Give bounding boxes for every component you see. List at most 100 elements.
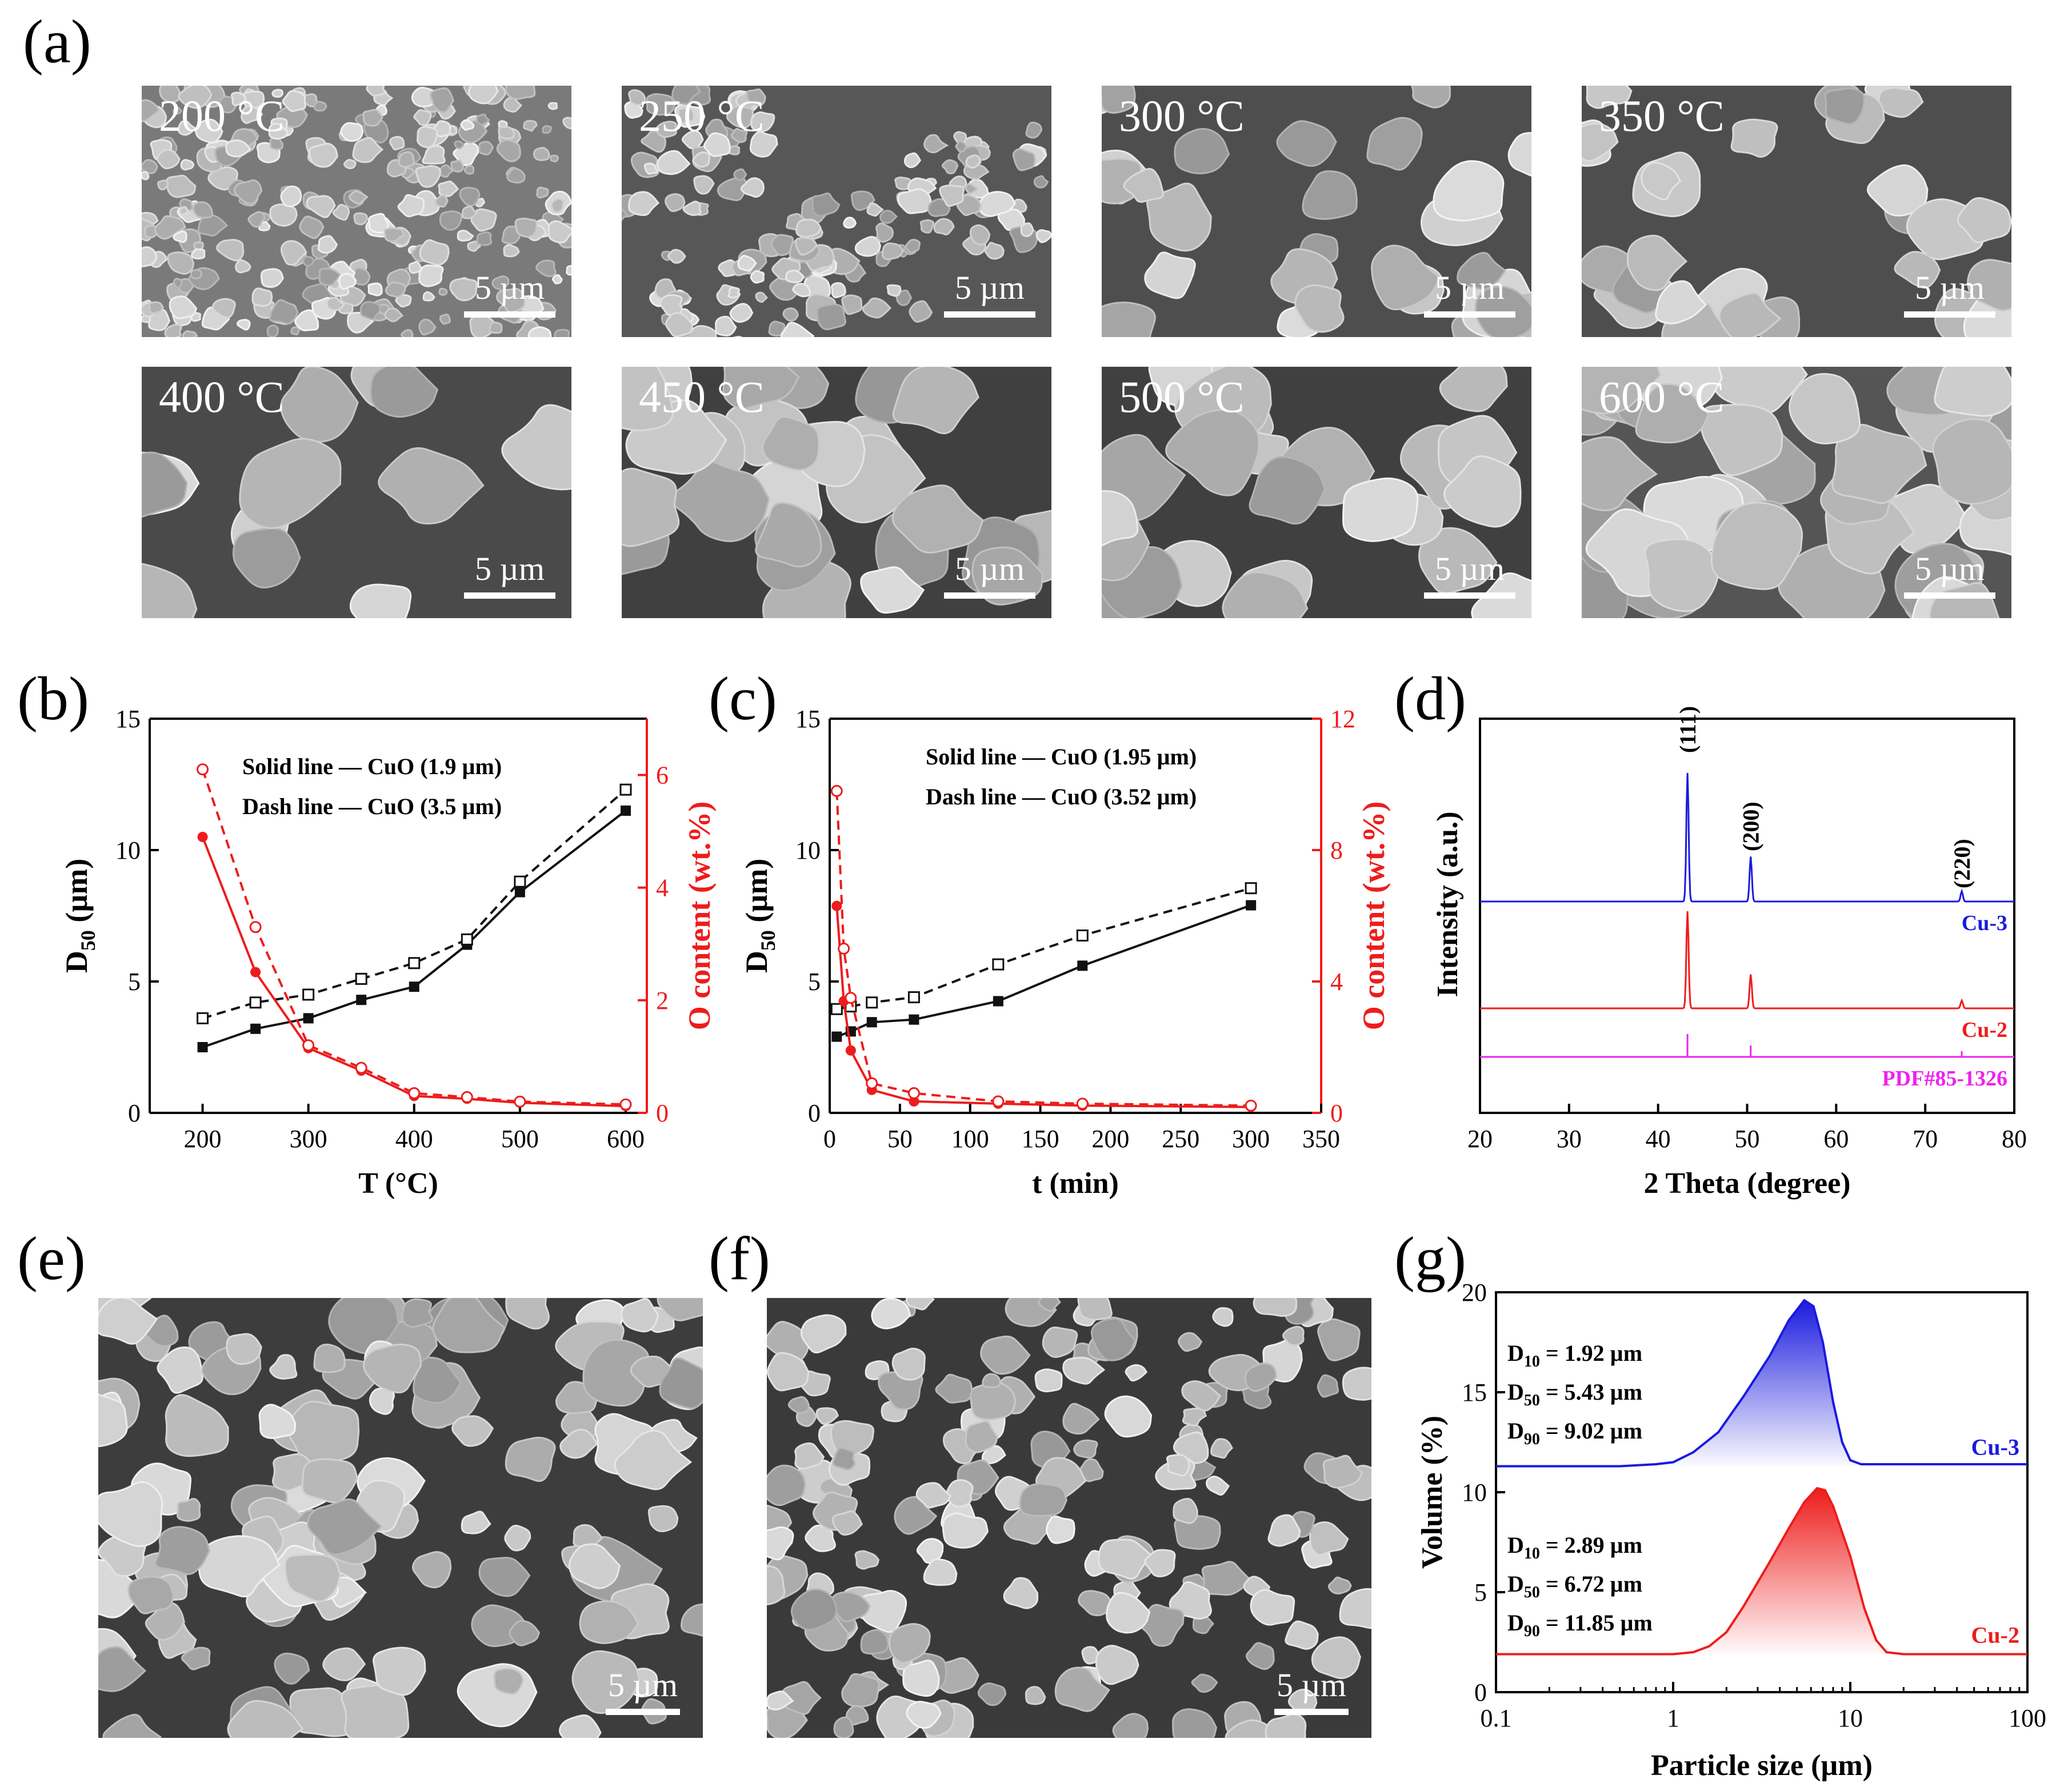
particle	[1655, 280, 1707, 324]
y-right-tick-label: 6	[656, 762, 669, 790]
particle	[795, 237, 818, 256]
particle	[767, 1690, 794, 1711]
particle	[1699, 403, 1783, 476]
stat-value: = 1.92 µm	[1540, 1340, 1642, 1366]
particle	[547, 220, 571, 244]
particle	[1034, 1368, 1063, 1393]
y-right-tick-label: 4	[1330, 968, 1343, 996]
particle	[142, 246, 158, 267]
particle	[1967, 259, 2011, 311]
data-point	[302, 988, 315, 1001]
particle	[1210, 1438, 1233, 1459]
particle	[438, 181, 459, 197]
particle	[891, 484, 984, 554]
particle	[457, 230, 474, 242]
y-tick-label: 15	[115, 705, 141, 733]
particle	[767, 1565, 786, 1605]
distribution-area	[1496, 1488, 2027, 1654]
stat-sub: 90	[1524, 1431, 1540, 1448]
particle	[1003, 1577, 1039, 1609]
particle	[287, 1400, 360, 1467]
y-tick-label: 5	[1474, 1578, 1487, 1606]
particle	[211, 298, 236, 319]
data-point	[845, 992, 857, 1004]
particle	[909, 300, 933, 323]
particle	[258, 1404, 297, 1439]
data-point	[866, 1017, 877, 1028]
x-tick-label: 10	[1838, 1704, 1863, 1732]
particle	[571, 1650, 641, 1714]
data-point	[197, 832, 208, 842]
data-point	[355, 1061, 367, 1074]
particle	[984, 242, 1005, 260]
particle	[318, 267, 342, 286]
x-tick-label: 60	[1823, 1125, 1849, 1153]
data-point	[830, 1003, 843, 1015]
sem-image-500c: 500 °C 5 µm	[1102, 367, 1531, 618]
particle	[1250, 1589, 1295, 1626]
particle	[363, 1343, 422, 1393]
particle	[422, 291, 435, 302]
y-right-tick-label: 12	[1330, 705, 1355, 733]
stat-value: = 5.43 µm	[1540, 1379, 1642, 1405]
particle	[871, 1298, 911, 1329]
particle	[195, 118, 223, 143]
data-point	[1076, 1097, 1089, 1110]
particle	[535, 259, 557, 278]
particle	[875, 222, 894, 243]
particle	[1439, 367, 1508, 412]
particle	[1073, 1439, 1098, 1459]
data-point	[619, 1098, 632, 1111]
data-point	[514, 887, 525, 897]
particle	[782, 307, 799, 322]
series-line	[835, 791, 1251, 1107]
scale-bar: 5 µm	[1904, 271, 1995, 318]
data-point	[909, 1014, 919, 1025]
particle	[665, 312, 694, 337]
particle	[981, 1445, 1006, 1464]
particle	[1174, 1515, 1221, 1550]
particle	[313, 101, 327, 112]
particle	[542, 125, 553, 134]
particle	[740, 177, 765, 198]
particle	[1267, 1514, 1301, 1547]
particle	[306, 195, 336, 218]
particle	[1171, 1708, 1218, 1738]
particle	[322, 1647, 366, 1681]
particle	[1046, 1515, 1075, 1544]
data-point	[1245, 882, 1257, 895]
particle	[232, 527, 301, 589]
particle	[1025, 121, 1043, 139]
particle	[965, 183, 979, 195]
series-line	[202, 810, 627, 1048]
particle	[503, 244, 520, 258]
particle	[733, 168, 747, 181]
data-point	[303, 1013, 314, 1024]
particle	[190, 269, 203, 279]
y-axis-title-sub: 50	[77, 930, 99, 951]
x-tick-label: 350	[1302, 1125, 1340, 1153]
particle	[1294, 284, 1345, 333]
particle	[1932, 418, 2011, 505]
particle	[655, 121, 677, 138]
particle	[413, 109, 432, 126]
panel-label-f: (f)	[709, 1225, 770, 1293]
particle	[792, 283, 811, 298]
particle	[294, 309, 319, 331]
particle	[280, 367, 359, 443]
particle	[349, 190, 369, 205]
particle	[895, 289, 913, 306]
particle	[373, 1646, 426, 1696]
particle	[177, 120, 197, 136]
data-point	[831, 900, 842, 911]
particle	[1249, 456, 1326, 525]
particle	[385, 281, 406, 298]
particle	[269, 1354, 298, 1380]
data-point	[1245, 1099, 1257, 1112]
sem-image-f: 5 µm	[767, 1298, 1371, 1738]
particle	[197, 214, 229, 237]
y-tick-label: 0	[128, 1099, 141, 1127]
data-point	[1077, 960, 1088, 971]
stat-d: D	[1507, 1379, 1524, 1405]
particle	[1033, 175, 1049, 189]
